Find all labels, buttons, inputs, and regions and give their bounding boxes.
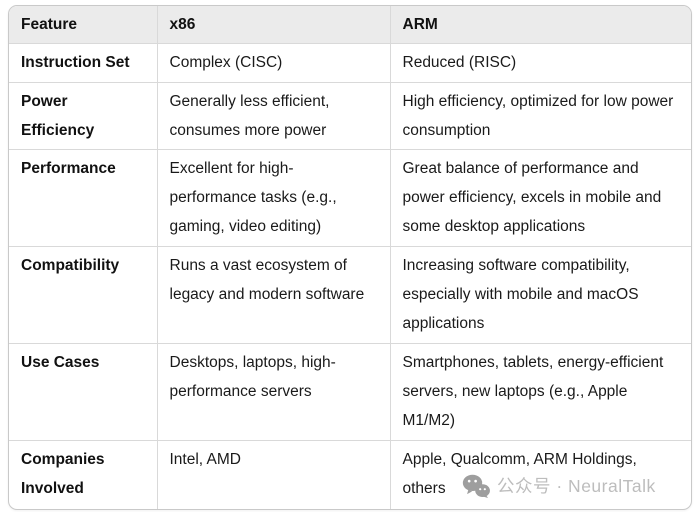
row-label: Use Cases bbox=[9, 343, 157, 441]
comparison-table: Feature x86 ARM Instruction Set Complex … bbox=[8, 5, 692, 510]
column-header-x86: x86 bbox=[156, 6, 390, 44]
table-header-row: Feature x86 ARM bbox=[9, 6, 691, 44]
row-label: Power Efficiency bbox=[9, 82, 157, 150]
cell-x86: Intel, AMD bbox=[156, 440, 390, 509]
cell-arm: Smartphones, tablets, energy-efficient s… bbox=[389, 343, 691, 441]
cell-x86: Generally less efficient, consumes more … bbox=[156, 82, 390, 150]
table-row-compatibility: Compatibility Runs a vast ecosystem of l… bbox=[9, 246, 691, 344]
cell-x86: Complex (CISC) bbox=[156, 43, 390, 83]
cell-arm: Great balance of performance and power e… bbox=[389, 149, 691, 247]
cell-arm: High efficiency, optimized for low power… bbox=[389, 82, 691, 150]
table-row-power-efficiency: Power Efficiency Generally less efficien… bbox=[9, 82, 691, 150]
cell-arm: Increasing software compatibility, espec… bbox=[389, 246, 691, 344]
row-label: Instruction Set bbox=[9, 43, 157, 83]
table-row-companies-involved: Companies Involved Intel, AMD Apple, Qua… bbox=[9, 440, 691, 509]
table-row-instruction-set: Instruction Set Complex (CISC) Reduced (… bbox=[9, 43, 691, 83]
cell-x86: Excellent for high-performance tasks (e.… bbox=[156, 149, 390, 247]
cell-x86: Desktops, laptops, high-performance serv… bbox=[156, 343, 390, 441]
table-row-performance: Performance Excellent for high-performan… bbox=[9, 149, 691, 247]
row-label: Companies Involved bbox=[9, 440, 157, 509]
column-header-feature: Feature bbox=[9, 6, 157, 44]
cell-x86: Runs a vast ecosystem of legacy and mode… bbox=[156, 246, 390, 344]
cell-arm: Reduced (RISC) bbox=[389, 43, 691, 83]
row-label: Compatibility bbox=[9, 246, 157, 344]
cell-arm: Apple, Qualcomm, ARM Holdings, others bbox=[389, 440, 691, 509]
column-header-arm: ARM bbox=[389, 6, 691, 44]
row-label: Performance bbox=[9, 149, 157, 247]
x86-vs-arm-table: Feature x86 ARM Instruction Set Complex … bbox=[9, 6, 691, 509]
table-row-use-cases: Use Cases Desktops, laptops, high-perfor… bbox=[9, 343, 691, 441]
